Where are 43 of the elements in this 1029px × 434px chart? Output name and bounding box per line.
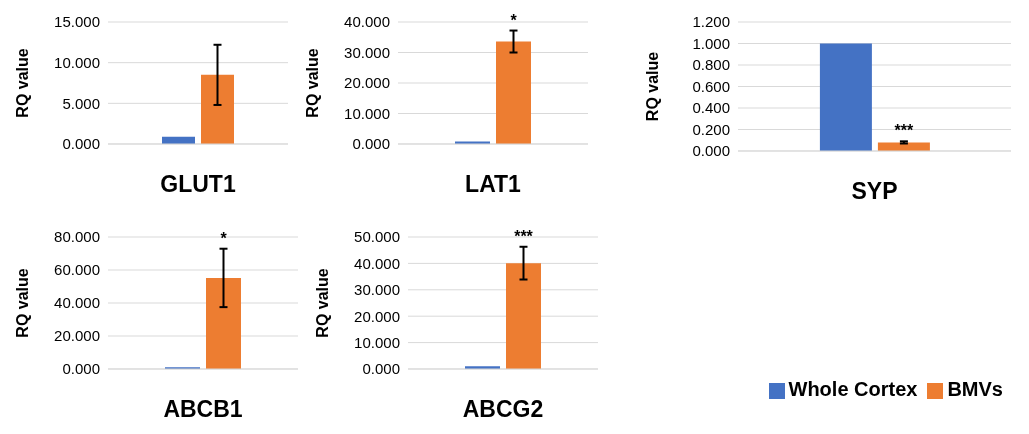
y-tick-label: 0.400 [692, 99, 730, 117]
legend-label: BMVs [947, 378, 1003, 400]
x-axis-title: LAT1 [465, 171, 522, 197]
y-tick-label: 0.600 [692, 77, 730, 95]
y-axis-title: RQ value [313, 268, 331, 338]
annotation: * [510, 11, 518, 29]
y-tick-label: 40.000 [344, 13, 390, 31]
annotation: *** [894, 122, 915, 140]
y-tick-label: 15.000 [54, 13, 100, 31]
y-tick-label: 80.000 [54, 228, 100, 246]
y-tick-label: 40.000 [354, 254, 400, 272]
annotation: *** [514, 227, 534, 245]
y-tick-label: 30.000 [344, 43, 390, 61]
y-tick-label: 30.000 [354, 281, 400, 299]
y-tick-label: 50.000 [354, 228, 400, 246]
x-axis-title: GLUT1 [160, 171, 236, 197]
y-tick-label: 0.000 [362, 360, 400, 378]
y-tick-label: 5.000 [62, 94, 100, 112]
y-tick-label: 20.000 [344, 74, 390, 92]
y-tick-label: 10.000 [344, 104, 390, 122]
y-tick-label: 0.000 [62, 135, 100, 153]
y-axis-title: RQ value [643, 51, 661, 122]
x-axis-title: ABCG2 [462, 396, 544, 422]
y-tick-label: 0.000 [352, 135, 390, 153]
y-tick-label: 20.000 [54, 327, 100, 345]
y-tick-label: 0.200 [692, 120, 730, 138]
y-axis-title: RQ value [303, 48, 321, 118]
y-axis-title: RQ value [13, 48, 31, 118]
y-tick-label: 1.000 [692, 34, 730, 52]
y-tick-label: 0.000 [692, 142, 730, 160]
y-tick-label: 0.000 [62, 360, 100, 378]
legend-label: Whole Cortex [788, 378, 918, 400]
x-axis-title: SYP [851, 178, 898, 204]
annotation: * [220, 229, 228, 247]
y-tick-label: 10.000 [54, 53, 100, 71]
x-axis-title: ABCB1 [163, 396, 243, 422]
y-tick-label: 60.000 [54, 261, 100, 279]
y-tick-label: 20.000 [354, 307, 400, 325]
y-tick-label: 10.000 [354, 333, 400, 351]
y-tick-label: 0.800 [692, 56, 730, 74]
y-tick-label: 40.000 [54, 294, 100, 312]
y-axis-title: RQ value [13, 268, 31, 338]
y-tick-label: 1.200 [692, 13, 730, 31]
